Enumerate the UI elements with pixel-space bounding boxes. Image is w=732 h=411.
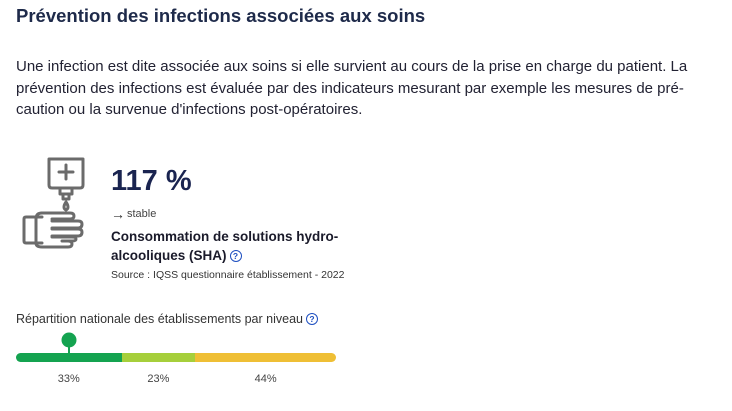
trend-status: → stable bbox=[111, 205, 157, 222]
indicator-name-text: Consommation de solutions hydro-alcooliq… bbox=[111, 229, 339, 263]
distribution-percent-label: 44% bbox=[254, 373, 277, 385]
section-title: Prévention des infections associées aux … bbox=[16, 5, 426, 26]
distribution-percent-label: 23% bbox=[147, 373, 170, 385]
hand-sanitizer-icon bbox=[22, 157, 85, 249]
help-icon[interactable]: ? bbox=[229, 250, 242, 263]
indicator-name: Consommation de solutions hydro-alcooliq… bbox=[111, 227, 341, 265]
section-intro: Une infection est dite associée aux soin… bbox=[16, 58, 688, 118]
distribution-label: Répartition nationale des établissements… bbox=[16, 312, 318, 326]
distribution-segment bbox=[16, 353, 122, 362]
distribution-segment bbox=[121, 353, 196, 362]
arrow-right-icon: → bbox=[111, 205, 125, 222]
distribution-percent-label: 33% bbox=[57, 373, 80, 385]
distribution-label-text: Répartition nationale des établissements… bbox=[16, 312, 303, 326]
position-marker-icon bbox=[61, 332, 77, 354]
distribution-help-icon[interactable]: ? bbox=[305, 313, 318, 326]
indicator-source: Source : IQSS questionnaire établissemen… bbox=[111, 269, 345, 281]
indicator-value: 117 % bbox=[111, 165, 192, 197]
distribution-bar bbox=[16, 353, 336, 362]
distribution-segment bbox=[195, 353, 336, 362]
trend-label: stable bbox=[127, 208, 157, 220]
